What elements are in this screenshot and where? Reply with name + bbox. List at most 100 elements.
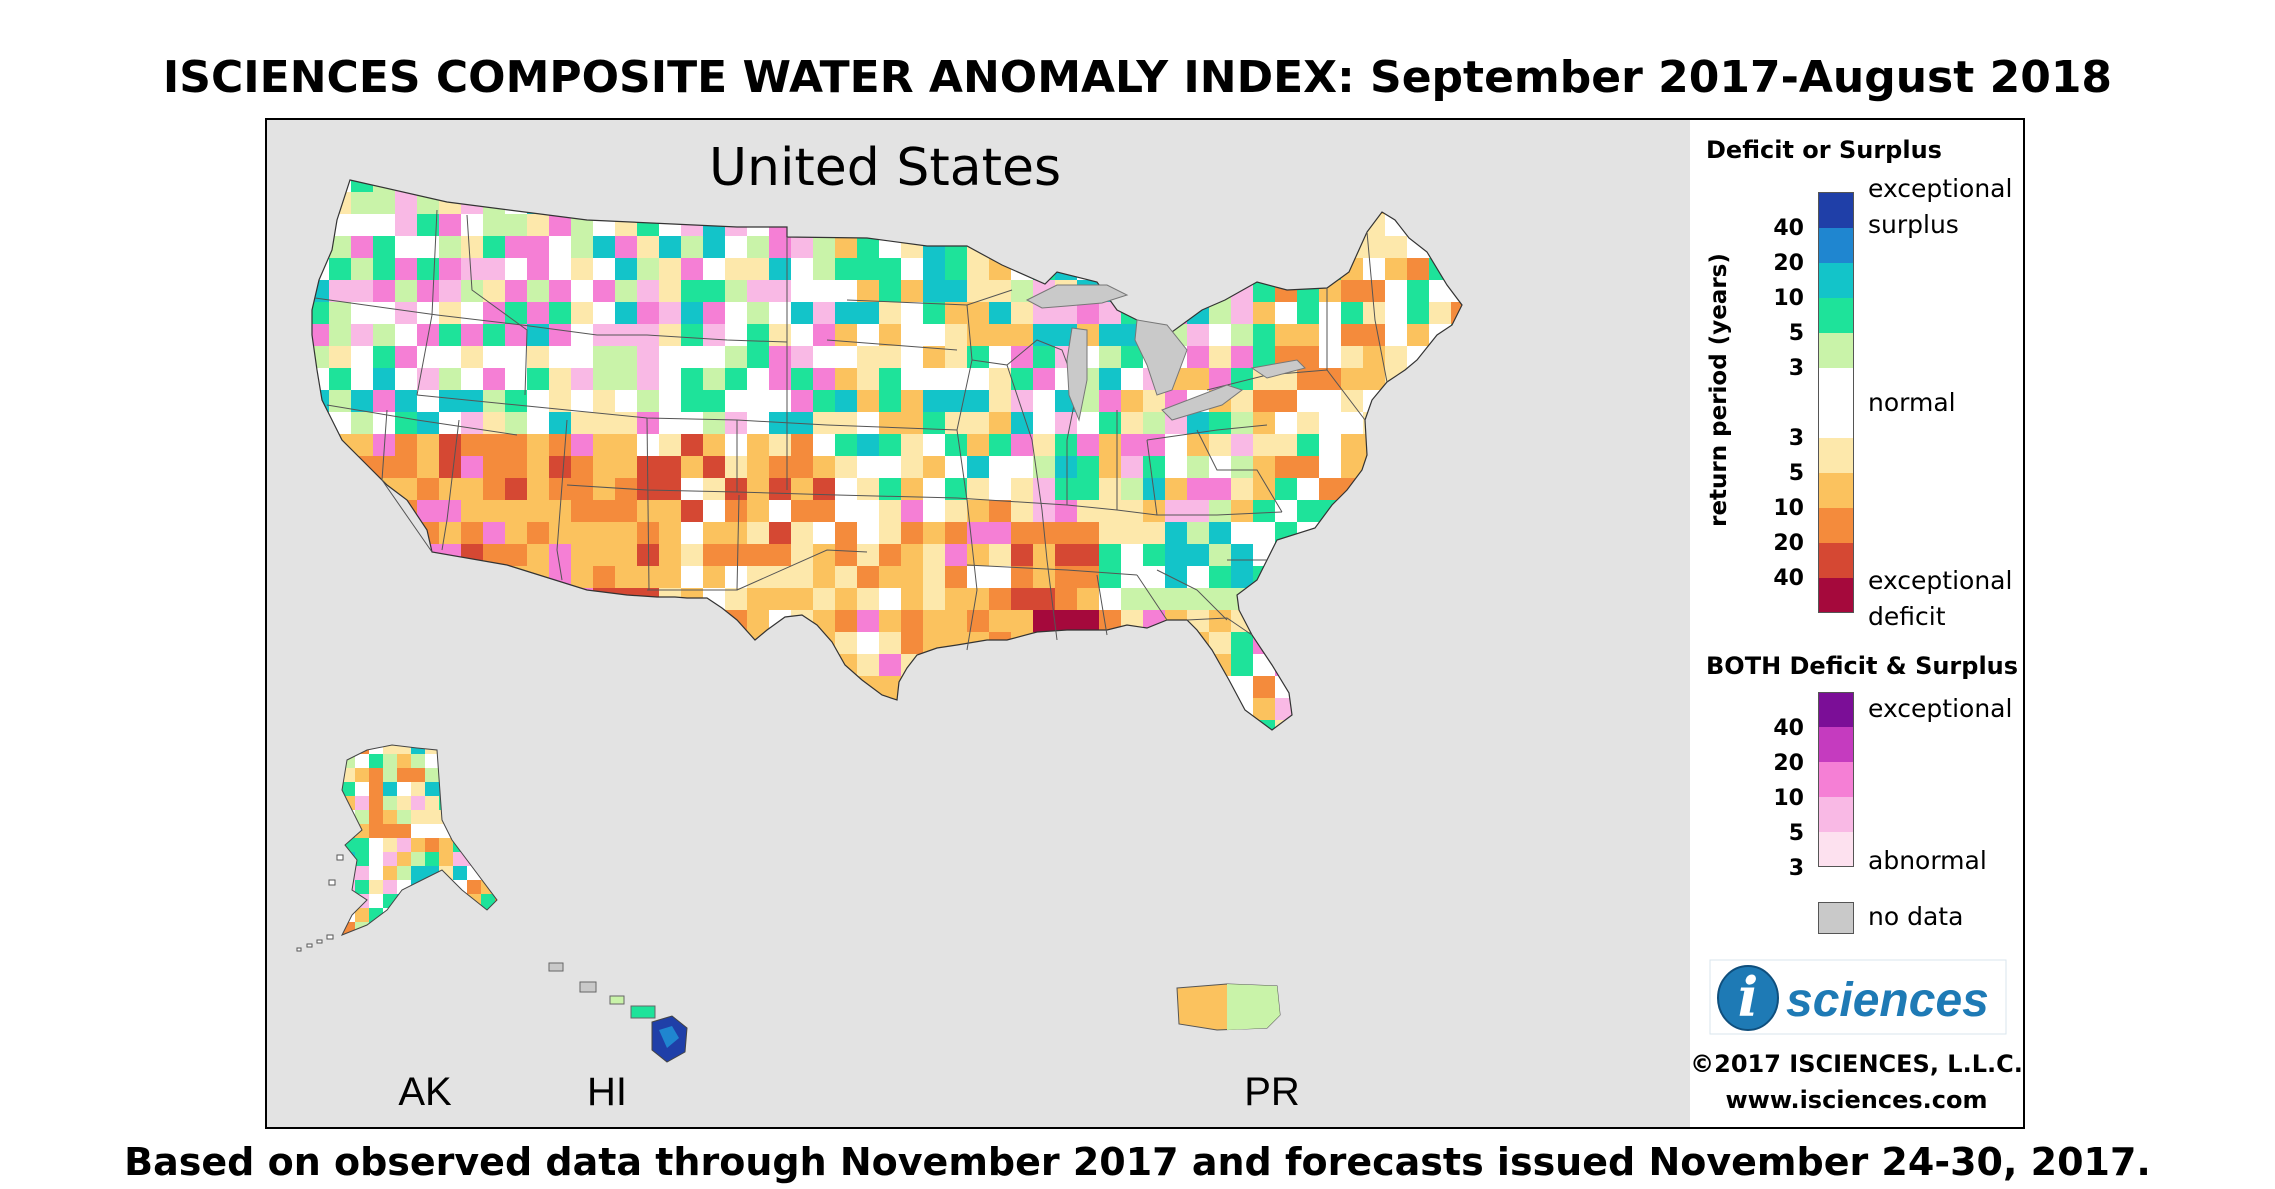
anomaly-cell bbox=[495, 838, 497, 852]
anomaly-cell bbox=[1297, 346, 1319, 368]
label-both-abnormal: abnormal bbox=[1868, 846, 1987, 875]
anomaly-cell bbox=[425, 880, 439, 894]
anomaly-cell bbox=[549, 192, 571, 214]
anomaly-cell bbox=[571, 544, 593, 566]
anomaly-cell bbox=[857, 500, 879, 522]
anomaly-cell bbox=[351, 368, 373, 390]
anomaly-cell bbox=[329, 588, 351, 610]
anomaly-cell bbox=[659, 720, 681, 730]
anomaly-cell bbox=[901, 280, 923, 302]
anomaly-cell bbox=[1319, 412, 1341, 434]
anomaly-cell bbox=[527, 456, 549, 478]
anomaly-cell bbox=[1407, 258, 1429, 280]
anomaly-cell bbox=[505, 588, 527, 610]
anomaly-cell bbox=[1385, 698, 1407, 720]
anomaly-cell bbox=[725, 236, 747, 258]
anomaly-cell bbox=[1121, 720, 1143, 730]
legend-axis-label: return period (years) bbox=[1706, 253, 1732, 527]
anomaly-cell bbox=[703, 236, 725, 258]
anomaly-cell bbox=[615, 720, 637, 730]
anomaly-cell bbox=[1429, 478, 1451, 500]
anomaly-cell bbox=[1429, 676, 1451, 698]
anomaly-cell bbox=[703, 280, 725, 302]
anomaly-cell bbox=[527, 522, 549, 544]
anomaly-cell bbox=[747, 456, 769, 478]
anomaly-cell bbox=[835, 522, 857, 544]
anomaly-cell bbox=[461, 412, 483, 434]
anomaly-cell bbox=[1253, 588, 1275, 610]
anomaly-cell bbox=[351, 192, 373, 214]
tick-both-40: 40 bbox=[1773, 716, 1804, 741]
anomaly-cell bbox=[879, 478, 901, 500]
anomaly-cell bbox=[1385, 192, 1407, 214]
anomaly-cell bbox=[967, 544, 989, 566]
anomaly-cell bbox=[1319, 258, 1341, 280]
anomaly-cell bbox=[1231, 478, 1253, 500]
anomaly-cell bbox=[681, 698, 703, 720]
anomaly-cell bbox=[1407, 434, 1429, 456]
anomaly-cell bbox=[1429, 236, 1451, 258]
anomaly-cell bbox=[637, 566, 659, 588]
anomaly-cell bbox=[725, 390, 747, 412]
anomaly-cell bbox=[1099, 456, 1121, 478]
anomaly-cell bbox=[1187, 654, 1209, 676]
anomaly-cell bbox=[527, 236, 549, 258]
anomaly-cell bbox=[397, 838, 411, 852]
anomaly-cell bbox=[1143, 214, 1165, 236]
anomaly-cell bbox=[1011, 346, 1033, 368]
anomaly-cell bbox=[1143, 588, 1165, 610]
anomaly-cell bbox=[637, 236, 659, 258]
website-link[interactable]: www.isciences.com bbox=[1725, 1086, 1988, 1114]
anomaly-cell bbox=[1275, 456, 1297, 478]
anomaly-cell bbox=[395, 566, 417, 588]
anomaly-cell bbox=[1407, 698, 1429, 720]
anomaly-cell bbox=[725, 346, 747, 368]
anomaly-cell bbox=[1407, 192, 1429, 214]
anomaly-cell bbox=[439, 346, 461, 368]
anomaly-cell bbox=[1319, 236, 1341, 258]
anomaly-cell bbox=[1231, 544, 1253, 566]
anomaly-cell bbox=[703, 720, 725, 730]
anomaly-cell bbox=[355, 810, 369, 824]
anomaly-cell bbox=[453, 796, 467, 810]
anomaly-cell bbox=[813, 610, 835, 632]
anomaly-cell bbox=[373, 368, 395, 390]
anomaly-cell bbox=[312, 500, 329, 522]
anomaly-cell bbox=[383, 880, 397, 894]
anomaly-cell bbox=[1341, 214, 1363, 236]
anomaly-cell bbox=[1143, 302, 1165, 324]
anomaly-cell bbox=[813, 346, 835, 368]
anomaly-cell bbox=[425, 894, 439, 908]
anomaly-cell bbox=[1121, 676, 1143, 698]
anomaly-cell bbox=[483, 346, 505, 368]
anomaly-cell bbox=[857, 698, 879, 720]
anomaly-cell bbox=[923, 698, 945, 720]
anomaly-cell bbox=[1165, 180, 1187, 192]
anomaly-cell bbox=[945, 566, 967, 588]
anomaly-cell bbox=[395, 720, 417, 730]
anomaly-cell bbox=[1121, 544, 1143, 566]
anomaly-cell bbox=[637, 258, 659, 280]
inset-label-ak: AK bbox=[398, 1070, 452, 1114]
anomaly-cell bbox=[703, 456, 725, 478]
anomaly-cell bbox=[593, 368, 615, 390]
anomaly-cell bbox=[857, 302, 879, 324]
anomaly-cell bbox=[461, 544, 483, 566]
anomaly-cell bbox=[1033, 390, 1055, 412]
anomaly-cell bbox=[857, 390, 879, 412]
anomaly-cell bbox=[461, 434, 483, 456]
anomaly-cell bbox=[549, 412, 571, 434]
anomaly-cell bbox=[1143, 654, 1165, 676]
anomaly-cell bbox=[329, 412, 351, 434]
anomaly-cell bbox=[505, 566, 527, 588]
anomaly-cell bbox=[355, 782, 369, 796]
anomaly-cell bbox=[1099, 522, 1121, 544]
anomaly-cell bbox=[1165, 632, 1187, 654]
anomaly-cell bbox=[923, 500, 945, 522]
anomaly-cell bbox=[1011, 654, 1033, 676]
anomaly-cell bbox=[725, 434, 747, 456]
anomaly-cell bbox=[505, 258, 527, 280]
anomaly-cell bbox=[1209, 610, 1231, 632]
anomaly-cell bbox=[1209, 192, 1231, 214]
anomaly-cell bbox=[945, 214, 967, 236]
